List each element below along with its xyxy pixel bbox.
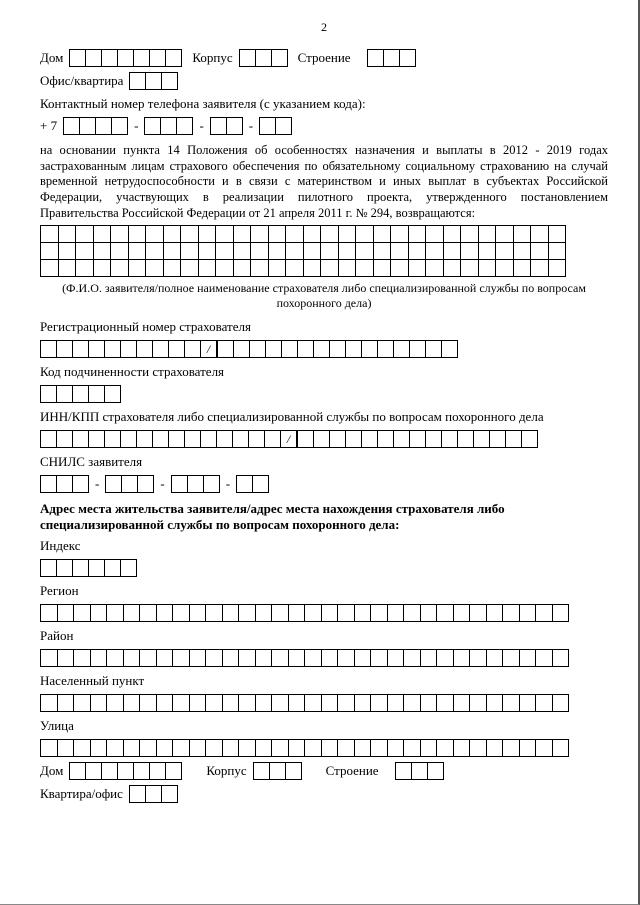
label-sub-code: Код подчиненности страхователя — [40, 364, 608, 380]
label-reg-number: Регистрационный номер страхователя — [40, 319, 608, 335]
label-phone: Контактный номер телефона заявителя (с у… — [40, 96, 608, 112]
row-inn-kpp: / — [40, 430, 608, 448]
phone-prefix: + 7 — [40, 118, 57, 134]
input-fio-grid[interactable] — [40, 225, 608, 277]
label-district: Район — [40, 628, 608, 644]
page-number: 2 — [40, 20, 608, 35]
row-flat-office: Квартира/офис — [40, 785, 608, 803]
section-address-title: Адрес места жительства заявителя/адрес м… — [40, 501, 608, 532]
row-district — [40, 649, 608, 667]
input-district[interactable] — [40, 649, 569, 667]
input-street[interactable] — [40, 739, 569, 757]
row-sub-code — [40, 385, 608, 403]
input-block-2[interactable] — [253, 762, 302, 780]
input-flat-office[interactable] — [129, 785, 178, 803]
label-block: Корпус — [192, 50, 232, 66]
input-town[interactable] — [40, 694, 569, 712]
row-region — [40, 604, 608, 622]
input-region[interactable] — [40, 604, 569, 622]
label-street: Улица — [40, 718, 608, 734]
legal-paragraph: на основании пункта 14 Положения об особ… — [40, 143, 608, 221]
input-house[interactable] — [69, 49, 182, 67]
input-block[interactable] — [239, 49, 288, 67]
label-flat-office: Квартира/офис — [40, 786, 123, 802]
row-phone: + 7 --- — [40, 117, 608, 135]
input-sub-code[interactable] — [40, 385, 121, 403]
label-block-2: Корпус — [206, 763, 246, 779]
label-town: Населенный пункт — [40, 673, 608, 689]
label-office-flat: Офис/квартира — [40, 73, 123, 89]
input-building[interactable] — [367, 49, 416, 67]
row-street — [40, 739, 608, 757]
label-snils: СНИЛС заявителя — [40, 454, 608, 470]
label-region: Регион — [40, 583, 608, 599]
input-house-2[interactable] — [69, 762, 182, 780]
row-reg-number: / — [40, 340, 608, 358]
input-building-2[interactable] — [395, 762, 444, 780]
row-town — [40, 694, 608, 712]
label-index: Индекс — [40, 538, 608, 554]
label-building-2: Строение — [326, 763, 379, 779]
row-snils: --- — [40, 475, 608, 493]
label-building: Строение — [298, 50, 351, 66]
row-house-block-building: Дом Корпус Строение — [40, 49, 608, 67]
row-index — [40, 559, 608, 577]
label-inn-kpp: ИНН/КПП страхователя либо специализирова… — [40, 409, 608, 425]
label-house: Дом — [40, 50, 63, 66]
row-house-block-building-2: Дом Корпус Строение — [40, 762, 608, 780]
input-office-flat[interactable] — [129, 72, 178, 90]
input-index[interactable] — [40, 559, 137, 577]
form-page: 2 Дом Корпус Строение Офис/квартира Конт… — [0, 0, 640, 905]
row-office-flat: Офис/квартира — [40, 72, 608, 90]
caption-fio: (Ф.И.О. заявителя/полное наименование ст… — [40, 281, 608, 311]
label-house-2: Дом — [40, 763, 63, 779]
